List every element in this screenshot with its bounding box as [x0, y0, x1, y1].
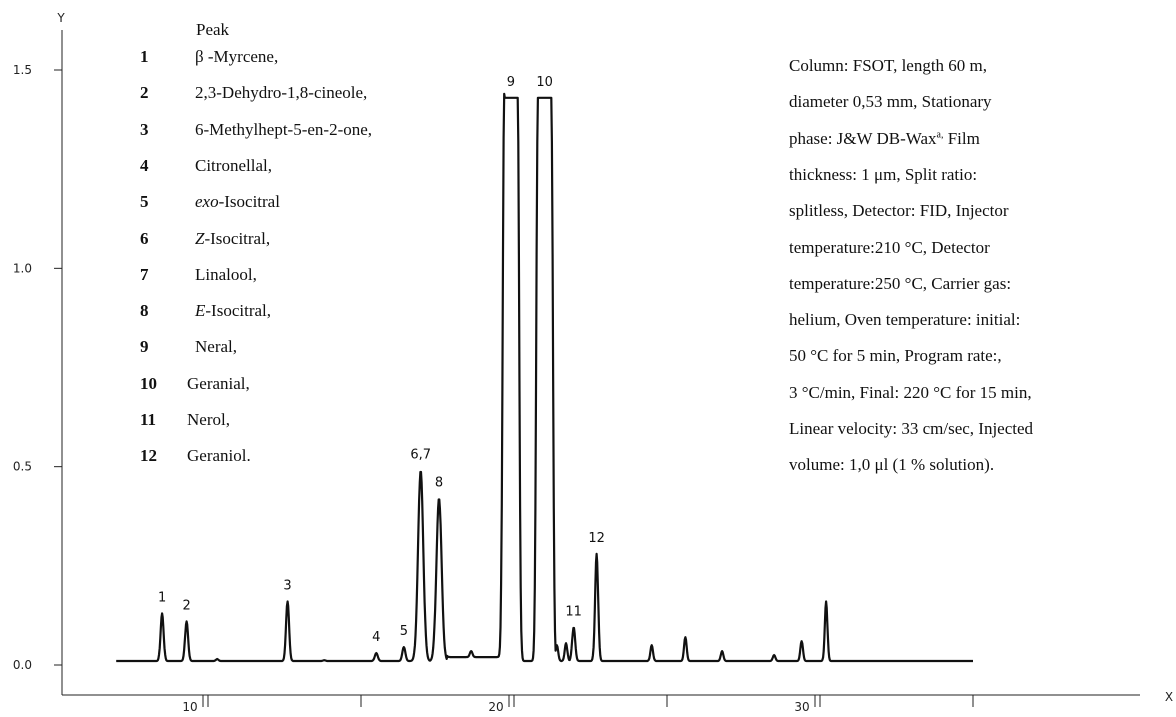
conditions-line: helium, Oven temperature: initial: — [789, 310, 1021, 330]
legend-title: Peak — [196, 20, 230, 39]
axes: 0.0 0.5 1.0 1.5 Y X 10 20 30 — [13, 11, 1173, 714]
conditions-line: temperature:250 °C, Carrier gas: — [789, 273, 1012, 293]
legend-item-name: 6-Methylhept-5-en-2-one, — [195, 119, 373, 139]
y-axis-label: Y — [56, 11, 65, 25]
legend-item-name: Linalool, — [195, 264, 257, 284]
peak-label: 10 — [536, 75, 553, 90]
legend-item-number: 3 — [140, 119, 149, 139]
peak-label: 9 — [507, 75, 515, 90]
legend-item-number: 5 — [140, 192, 149, 212]
chromatogram-trace — [115, 92, 974, 663]
conditions-line: thickness: 1 μm, Split ratio: — [789, 164, 978, 184]
peak-label: 1 — [158, 590, 166, 605]
legend-item-name: Citronellal, — [195, 155, 272, 175]
y-tick-label: 1.5 — [13, 63, 32, 77]
conditions-line: Column: FSOT, length 60 m, — [789, 56, 988, 75]
conditions-line: volume: 1,0 μl (1 % solution). — [789, 455, 995, 475]
legend-item-number: 4 — [140, 155, 149, 175]
legend-item-name: Geranial, — [187, 373, 250, 393]
peak-label: 11 — [565, 604, 582, 619]
legend-item-number: 8 — [140, 301, 149, 321]
legend-item-name: Z-Isocitral, — [195, 228, 271, 248]
peak-label: 3 — [283, 579, 291, 594]
legend-item-number: 6 — [140, 228, 149, 248]
legend-item-number: 9 — [140, 337, 149, 357]
peak-label: 6,7 — [410, 448, 431, 463]
legend-item-number: 7 — [140, 264, 149, 284]
legend-item-name: β -Myrcene, — [195, 47, 279, 66]
legend-item-name: E-Isocitral, — [195, 301, 271, 321]
peak-label: 2 — [182, 598, 190, 613]
y-tick-label: 0.5 — [13, 460, 32, 474]
peak-label: 12 — [588, 531, 605, 546]
legend-item-name: 2,3-Dehydro-1,8-cineole, — [195, 83, 368, 103]
x-tick-label: 30 — [794, 700, 809, 714]
x-tick-label: 20 — [488, 700, 503, 714]
y-tick-label: 1.0 — [13, 261, 32, 275]
conditions-line: phase: J&W DB-Waxa, Film — [789, 128, 980, 148]
legend-item-number: 11 — [140, 410, 157, 429]
conditions-line: 50 °C for 5 min, Program rate:, — [789, 346, 1002, 366]
legend-item-number: 1 — [140, 47, 149, 66]
legend-item-number: 2 — [140, 83, 149, 103]
legend-item-number: 10 — [140, 373, 157, 393]
legend-item-number: 12 — [140, 446, 157, 466]
legend-item-name: exo-Isocitral — [195, 192, 280, 212]
peak-label: 8 — [435, 475, 443, 490]
x-tick-label: 10 — [182, 700, 197, 714]
conditions-line: splitless, Detector: FID, Injector — [789, 201, 1009, 221]
legend-item-name: Geraniol. — [187, 446, 251, 466]
conditions-line: diameter 0,53 mm, Stationary — [789, 92, 992, 112]
conditions-line: temperature:210 °C, Detector — [789, 237, 990, 257]
conditions-line: Linear velocity: 33 cm/sec, Injected — [789, 419, 1034, 438]
conditions-line: 3 °C/min, Final: 220 °C for 15 min, — [789, 382, 1032, 402]
y-tick-label: 0.0 — [13, 658, 32, 672]
x-axis-label: X — [1165, 690, 1173, 704]
peak-label: 4 — [372, 630, 380, 645]
peak-label: 5 — [400, 624, 408, 639]
legend-item-name: Neral, — [195, 337, 238, 357]
legend-item-name: Nerol, — [187, 410, 230, 429]
